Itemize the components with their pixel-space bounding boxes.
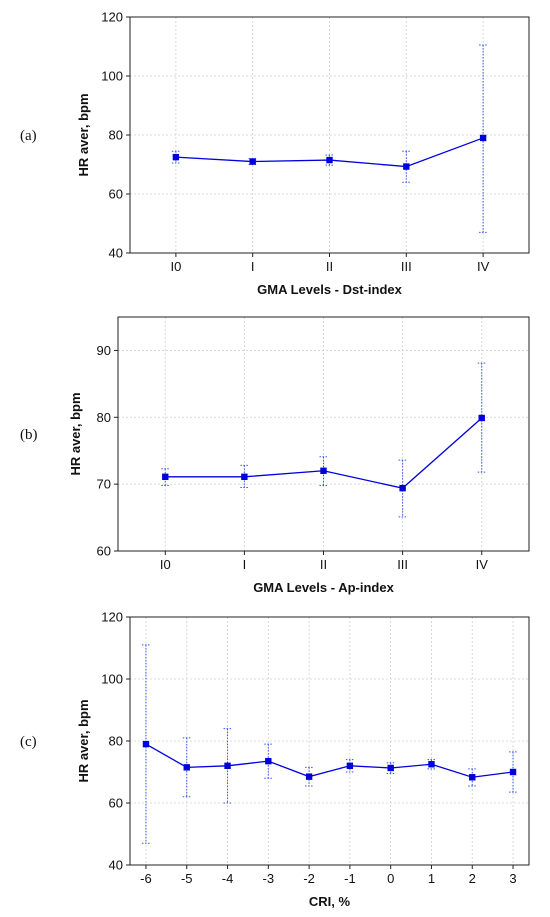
data-point xyxy=(428,761,435,768)
data-point xyxy=(478,414,485,422)
y-tick-label: 40 xyxy=(109,246,123,261)
y-tick-label: 60 xyxy=(109,796,123,811)
data-point xyxy=(183,764,190,771)
panel-label: (c) xyxy=(20,734,37,750)
y-tick-label: 40 xyxy=(109,858,123,873)
x-tick-label: -6 xyxy=(140,871,152,886)
x-tick-label: 3 xyxy=(509,871,516,886)
panel-label: (a) xyxy=(20,128,37,144)
y-tick-label: 80 xyxy=(97,410,111,425)
x-tick-label: III xyxy=(397,557,408,572)
data-point xyxy=(224,762,231,769)
y-tick-label: 60 xyxy=(109,187,123,202)
y-tick-label: 80 xyxy=(109,128,123,143)
y-tick-label: 90 xyxy=(97,343,111,358)
x-tick-label: -3 xyxy=(263,871,275,886)
data-point xyxy=(142,740,150,748)
x-tick-label: 2 xyxy=(469,871,476,886)
y-axis-title: HR aver, bpm xyxy=(68,392,83,475)
data-point xyxy=(399,484,406,492)
y-axis-title: HR aver, bpm xyxy=(76,93,91,176)
y-tick-label: 60 xyxy=(97,544,111,559)
data-point xyxy=(162,473,169,480)
x-axis-title: GMA Levels - Ap-index xyxy=(253,580,394,595)
data-point xyxy=(387,764,394,772)
x-tick-label: -1 xyxy=(344,871,356,886)
y-tick-label: 80 xyxy=(109,734,123,749)
x-tick-label: -5 xyxy=(181,871,193,886)
x-tick-label: II xyxy=(320,557,327,572)
data-point xyxy=(479,134,487,142)
x-axis-title: CRI, % xyxy=(309,894,351,909)
y-tick-label: 70 xyxy=(97,477,111,492)
x-tick-label: IV xyxy=(477,259,490,274)
data-point xyxy=(320,467,327,474)
x-tick-label: I0 xyxy=(170,259,181,274)
x-tick-label: I0 xyxy=(160,557,171,572)
data-point xyxy=(265,757,272,765)
chart-panel-3: 40 60 80 100 120 -6 -5 -4 -3 -2 -1 0 1 2 3 CRI, % HR ave… xyxy=(20,610,530,909)
data-point xyxy=(469,774,476,781)
data-point xyxy=(172,153,180,161)
x-tick-label: III xyxy=(401,259,412,274)
series-line xyxy=(145,743,514,778)
y-axis-title: HR aver, bpm xyxy=(76,699,91,782)
x-axis-title: GMA Levels - Dst-index xyxy=(257,282,402,297)
y-tick-label: 100 xyxy=(101,69,123,84)
plot-frame xyxy=(129,616,530,866)
data-point xyxy=(249,158,256,165)
x-tick-label: I xyxy=(243,557,247,572)
x-tick-label: -2 xyxy=(303,871,315,886)
x-tick-label: II xyxy=(326,259,333,274)
data-point xyxy=(326,156,333,164)
data-point xyxy=(305,773,313,780)
x-tick-label: IV xyxy=(476,557,489,572)
y-tick-label: 120 xyxy=(101,10,123,25)
data-point xyxy=(403,163,410,170)
panel-label: (b) xyxy=(20,427,38,443)
x-tick-label: 1 xyxy=(428,871,435,886)
x-tick-label: -4 xyxy=(222,871,234,886)
x-tick-label: 0 xyxy=(387,871,394,886)
data-point xyxy=(509,768,517,776)
y-tick-label: 100 xyxy=(101,672,123,687)
data-point xyxy=(346,762,354,769)
y-tick-label: 120 xyxy=(101,610,123,625)
x-tick-label: I xyxy=(251,259,255,274)
data-point xyxy=(241,473,248,480)
